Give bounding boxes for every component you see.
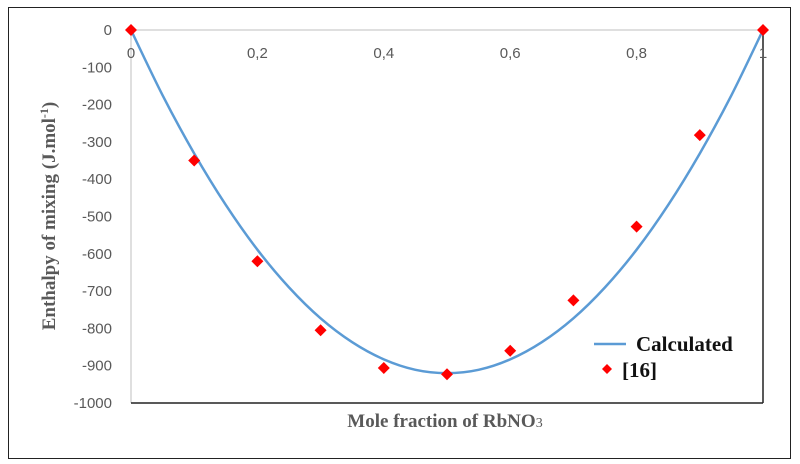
data-point-ref16 xyxy=(125,24,137,36)
x-tick-label: 1 xyxy=(759,45,767,62)
y-tick-label: -500 xyxy=(82,209,112,226)
y-tick-label: -100 xyxy=(82,59,112,76)
data-point-ref16 xyxy=(630,220,643,233)
y-tick-label: -600 xyxy=(82,246,112,263)
y-tick-label: -900 xyxy=(82,358,112,375)
y-tick-label: -700 xyxy=(82,283,112,300)
data-point-ref16 xyxy=(314,324,327,337)
x-tick-label: 0,2 xyxy=(247,45,268,62)
x-tick-label: 0,4 xyxy=(373,45,394,62)
x-axis-label: Mole fraction of RbNO3 xyxy=(347,411,542,432)
x-tick-label: 0,6 xyxy=(500,45,521,62)
data-point-ref16 xyxy=(188,154,201,167)
x-tick-label: 0,8 xyxy=(626,45,647,62)
y-tick-label: -800 xyxy=(82,320,112,337)
x-tick-label: 0 xyxy=(127,45,135,62)
legend-label-calculated: Calculated xyxy=(636,332,733,356)
data-point-ref16 xyxy=(504,344,517,357)
legend-label-ref16: [16] xyxy=(622,358,657,382)
y-tick-label: -400 xyxy=(82,171,112,188)
y-tick-label: -200 xyxy=(82,97,112,114)
chart-frame xyxy=(8,7,791,459)
y-tick-label: -1000 xyxy=(74,395,112,412)
data-point-ref16 xyxy=(441,368,453,381)
y-tick-label: -300 xyxy=(82,134,112,151)
data-point-ref16 xyxy=(251,255,264,268)
legend: Calculated [16] xyxy=(594,332,733,382)
y-tick-label: 0 xyxy=(104,22,112,39)
data-point-ref16 xyxy=(757,24,769,36)
legend-diamond-marker xyxy=(602,364,612,374)
y-axis-label: Enthalpy of mixing (J.mol-1) xyxy=(37,102,60,331)
series-calculated-line xyxy=(129,29,765,375)
data-point-ref16 xyxy=(567,294,580,307)
data-point-ref16 xyxy=(693,129,706,142)
data-point-ref16 xyxy=(377,361,390,374)
